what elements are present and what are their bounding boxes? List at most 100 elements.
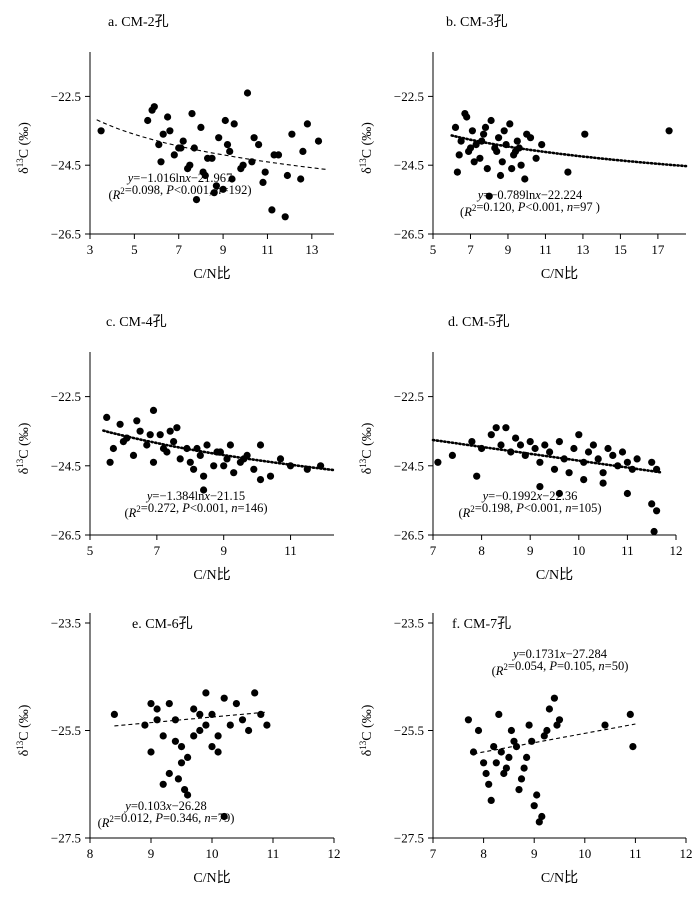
data-point (190, 732, 198, 740)
data-point (197, 123, 205, 131)
y-tick-label: −27.5 (51, 831, 81, 846)
data-point (493, 147, 501, 155)
y-axis-label: δ13C (‰) (358, 422, 375, 474)
data-point (220, 694, 228, 702)
data-point (159, 444, 168, 453)
data-point (648, 458, 656, 466)
data-point (281, 213, 289, 221)
data-point (220, 462, 228, 470)
y-tick-label: −23.5 (51, 616, 81, 631)
data-point (170, 151, 178, 159)
data-point (589, 441, 598, 449)
data-point (463, 113, 471, 121)
x-tick-label: 13 (305, 242, 318, 257)
data-point (517, 161, 525, 169)
data-point (159, 780, 167, 788)
y-tick-label: −25.5 (51, 723, 81, 738)
data-point (543, 726, 551, 735)
data-point (497, 441, 505, 449)
x-tick-label: 12 (670, 543, 683, 558)
y-tick-label: −27.5 (394, 831, 424, 846)
data-point (256, 441, 265, 449)
data-point (239, 161, 247, 169)
data-point (434, 458, 442, 466)
data-point (143, 441, 151, 449)
data-point (208, 710, 216, 719)
data-point (283, 171, 291, 180)
data-point (594, 455, 602, 463)
x-tick-label: 8 (478, 543, 485, 558)
data-point (266, 472, 275, 480)
data-point (177, 759, 186, 767)
x-tick-label: 3 (87, 242, 94, 257)
data-point (223, 455, 231, 463)
x-tick-label: 11 (267, 846, 280, 861)
data-point (507, 726, 515, 735)
y-tick-label: −23.5 (394, 616, 424, 631)
data-point (541, 441, 549, 449)
data-point (498, 158, 506, 166)
data-point (228, 175, 236, 183)
data-point (536, 458, 544, 466)
panel-a: 3 5 7 9 11 13 −22.5 −24.5 −26.5 C/N比 δ13C (‰) a. CM… (15, 14, 334, 282)
data-point (232, 700, 240, 708)
data-point (223, 141, 232, 149)
data-point (604, 444, 612, 453)
trend-line (114, 711, 267, 727)
data-point (171, 716, 179, 724)
data-point (511, 434, 520, 442)
data-point (580, 476, 588, 484)
data-point (502, 764, 510, 772)
panel-b: 5 7 9 11 13 15 17 −22.5 −24.5 −26.5 C/N比 δ13C (‰) b.… (358, 14, 688, 282)
data-point (204, 154, 212, 162)
data-point (500, 127, 508, 135)
data-point (487, 116, 495, 125)
data-point (623, 489, 632, 498)
data-point (268, 206, 276, 214)
data-point (106, 458, 114, 466)
data-point (303, 120, 311, 128)
data-point (455, 151, 463, 159)
trend-line (96, 119, 328, 171)
data-point (196, 451, 204, 459)
regression-stats: (R2=0.054, P=0.105, n=50) (492, 659, 629, 678)
data-point (200, 486, 208, 494)
data-point (468, 438, 476, 446)
x-tick-label: 7 (154, 543, 161, 558)
regression-equation: y=0.1731x−27.284 (511, 647, 608, 661)
x-tick-label: 7 (430, 846, 437, 861)
x-tick-label: 5 (87, 543, 94, 558)
data-point (648, 500, 656, 508)
data-point (550, 694, 559, 702)
data-point (165, 700, 173, 708)
data-point (614, 462, 622, 470)
regression-stats: (R2=0.198, P<0.001, n=105) (458, 501, 601, 520)
data-point (255, 141, 263, 149)
data-point (481, 123, 490, 131)
y-tick-label: −22.5 (51, 389, 81, 404)
data-point (448, 451, 456, 459)
x-tick-label: 17 (651, 242, 665, 257)
y-tick-label: −24.5 (51, 458, 81, 473)
data-point (186, 458, 194, 466)
panel-e: 8 9 10 11 12 −23.5 −25.5 −27.5 C/N比 δ13C (‰) e. CM… (15, 613, 341, 886)
data-point (653, 465, 661, 473)
data-point (214, 748, 222, 756)
y-axis-label: δ13C (‰) (15, 704, 32, 756)
x-tick-label: 8 (480, 846, 487, 861)
data-point (159, 130, 167, 138)
y-tick-label: −22.5 (51, 89, 81, 104)
data-point (505, 753, 513, 762)
data-point (453, 168, 461, 176)
panel-title: b. CM-3孔 (446, 14, 507, 30)
panel-title: a. CM-2孔 (108, 14, 169, 30)
data-point (144, 116, 152, 125)
x-tick-label: 12 (328, 846, 341, 861)
x-axis-label: C/N比 (193, 870, 230, 886)
data-point (317, 462, 325, 470)
x-tick-label: 9 (505, 242, 512, 257)
data-point (173, 424, 181, 432)
data-point (149, 458, 158, 466)
data-point (97, 127, 105, 135)
data-point (261, 168, 269, 176)
